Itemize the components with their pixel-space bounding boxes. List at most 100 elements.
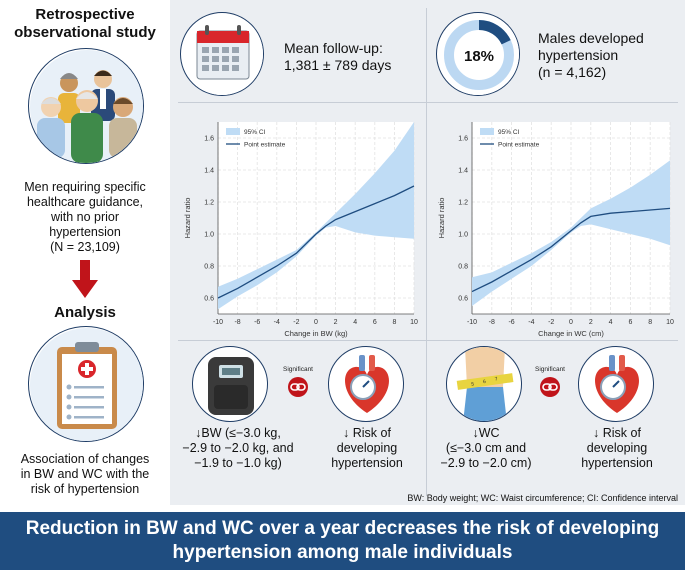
men-group-illustration [28,48,144,164]
rate-line-1: Males developed [538,30,644,46]
waist-illustration: 5 6 7 [446,346,522,422]
bw-significant-label: Significant [283,366,313,373]
top-row-divider [178,102,678,103]
bw-x-tick-label: -10 [213,319,223,326]
study-title-line-2: observational study [14,24,156,41]
wc-risk-line-2: developing [586,441,648,455]
population-line-1: Men requiring specific [24,180,146,194]
wc-x-tick-label: 0 [569,319,573,326]
wc-x-tick-label: 6 [628,319,632,326]
population-line-2: healthcare guidance, [26,195,144,209]
wc-y-tick-label: 0.8 [458,264,468,271]
wc-y-tick-label: 1.0 [458,232,468,239]
followup-label: Mean follow-up: [284,40,383,56]
tape-mark-6: 6 [483,379,487,385]
scale-illustration [192,346,268,422]
wc-legend-line-label: Point estimate [498,142,540,149]
bw-x-axis-label: Change in BW (kg) [284,329,348,338]
analysis-title: Analysis [54,304,116,321]
tape-measure-icon: 5 6 7 [456,347,514,421]
bw-legend-ci-swatch [226,128,240,135]
wc-ci-band [472,160,670,306]
bw-y-tick-label: 1.0 [204,232,214,239]
wc-y-tick-label: 0.6 [458,296,468,303]
bw-x-tick-label: -8 [234,319,240,326]
bw-x-tick-label: 2 [334,319,338,326]
hypertension-rate-text: Males developed hypertension (n = 4,162) [538,30,644,81]
tape-mark-5: 5 [471,382,475,388]
bw-x-tick-label: 0 [314,319,318,326]
wc-change-line-1: ↓WC [472,426,500,440]
wc-x-tick-label: 4 [609,319,613,326]
bw-y-tick-label: 1.2 [204,200,214,207]
wc-x-tick-label: -4 [528,319,534,326]
bw-risk-line-3: hypertension [331,456,403,470]
heart-gauge-icon [595,355,639,413]
wc-x-tick-label: 8 [648,319,652,326]
chart-row-divider [178,340,678,341]
bw-risk-text: ↓ Risk of developing hypertension [314,426,420,471]
conclusion-line-2: hypertension among male individuals [172,542,513,563]
wc-y-tick-label: 1.2 [458,200,468,207]
rate-count: (n = 4,162) [538,64,607,80]
bw-y-axis-label: Hazard ratio [183,198,192,239]
left-panel: Retrospective observational study M [0,0,170,505]
calendar-icon [182,14,263,95]
wc-change-line-3: −2.9 to −2.0 cm) [440,456,532,470]
clipboard-icon [30,328,143,441]
wc-x-tick-label: -6 [508,319,514,326]
wc-change-text: ↓WC (≤−3.0 cm and −2.9 to −2.0 cm) [436,426,536,471]
bw-change-line-3: −1.9 to −1.0 kg) [194,456,282,470]
bw-change-line-2: −2.9 to −2.0 kg, and [182,441,294,455]
bw-change-line-1: ↓BW (≤−3.0 kg, [195,426,281,440]
analysis-line-1: Association of changes [20,452,150,466]
bw-x-tick-label: 8 [392,319,396,326]
population-line-3: with no prior [50,210,120,224]
bw-legend-line-label: Point estimate [244,142,286,149]
link-icon [288,377,308,397]
heart-illustration-bw [328,346,404,422]
study-title-line-1: Retrospective [35,6,135,23]
wc-significant-label: Significant [535,366,565,373]
men-group-icon [30,50,143,163]
rate-line-2: hypertension [538,47,619,63]
bw-change-text: ↓BW (≤−3.0 kg, −2.9 to −2.0 kg, and −1.9… [178,426,298,471]
wc-risk-line-1: ↓ Risk of [593,426,641,440]
wc-y-tick-label: 1.6 [458,136,468,143]
bw-x-tick-label: -2 [293,319,299,326]
conclusion-banner: Reduction in BW and WC over a year decre… [0,512,685,570]
ring-fill [478,20,511,45]
wc-legend-ci-swatch [480,128,494,135]
wc-y-axis-label: Hazard ratio [437,198,446,239]
bw-risk-line-2: developing [336,441,398,455]
bw-legend-ci-label: 95% CI [244,129,266,136]
calendar-illustration [180,12,264,96]
wc-y-tick-label: 1.4 [458,168,468,175]
bw-hazard-chart: -10 -8 -6 -4 -2 0 2 4 6 8 10 0.6 0.8 1.0 1.2 1.4 1.6 95% … [183,122,418,338]
percent-label: 18% [464,48,494,65]
percent-ring-chart: 18% [438,14,519,95]
bw-x-tick-label: 4 [353,319,357,326]
bw-y-tick-label: 0.6 [204,296,214,303]
heart-gauge-icon [345,355,389,413]
population-line-4: hypertension [49,225,121,239]
wc-point-estimate-line [471,207,671,293]
wc-x-tick-label: 10 [666,319,674,326]
wc-risk-text: ↓ Risk of developing hypertension [564,426,670,471]
bw-x-tick-label: -6 [254,319,260,326]
tape-mark-7: 7 [494,376,498,382]
bw-y-tick-label: 1.4 [204,168,214,175]
conclusion-line-1: Reduction in BW and WC over a year decre… [25,518,660,539]
column-divider [426,8,427,496]
clipboard-illustration [28,326,144,442]
wc-hazard-chart: -10 -8 -6 -4 -2 0 2 4 6 8 10 0.6 0.8 1.0 1.2 1.4 1.6 95% … [437,122,674,338]
bw-point-estimate-line [217,185,415,299]
wc-x-axis-label: Change in WC (cm) [538,329,604,338]
bw-x-tick-label: -4 [274,319,280,326]
abbreviation-footnote: BW: Body weight; WC: Waist circumference… [407,493,678,503]
down-arrow-icon [72,260,98,298]
bw-y-tick-label: 0.8 [204,264,214,271]
followup-value: 1,381 ± 789 days [284,57,392,73]
link-icon [540,377,560,397]
analysis-line-2: in BW and WC with the [20,467,150,481]
